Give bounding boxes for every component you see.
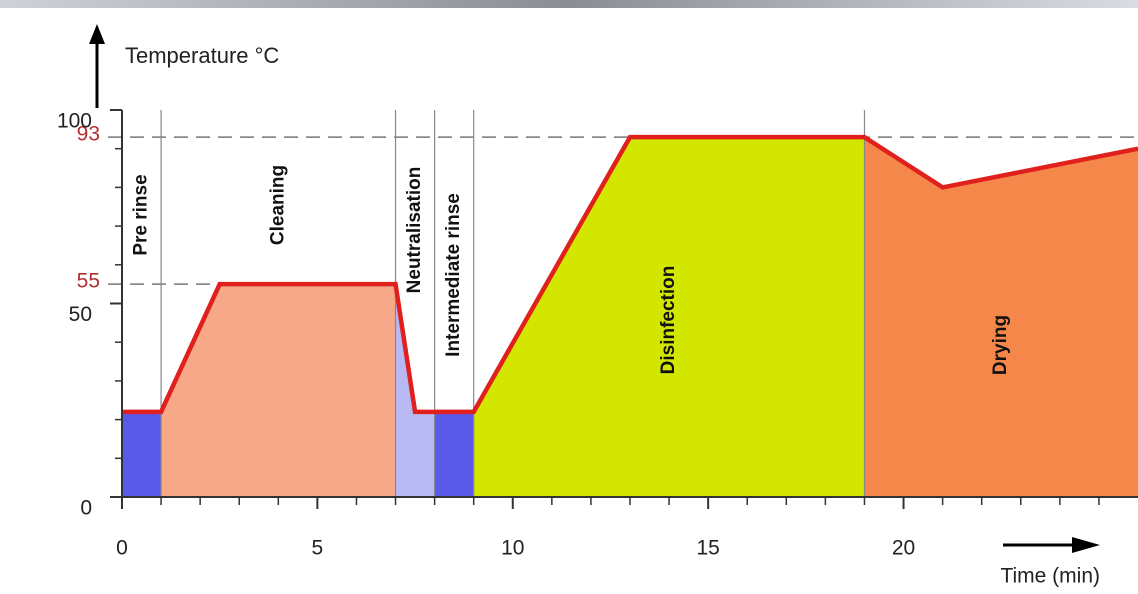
phase-label: Cleaning (267, 165, 288, 245)
x-tick-label: 15 (696, 537, 719, 560)
y-arrow-head (89, 24, 105, 44)
x-tick-label: 5 (312, 537, 324, 560)
reference-label: 93 (77, 123, 100, 146)
phase-label: Neutralisation (404, 167, 425, 294)
x-tick-label: 20 (892, 537, 915, 560)
x-tick-label: 10 (501, 537, 524, 560)
phase-label: Drying (990, 315, 1011, 375)
temperature-curve (122, 134, 1138, 415)
reference-label: 55 (77, 270, 100, 293)
phase-area (122, 411, 162, 497)
lines (110, 109, 1138, 509)
y-tick-label: 100 (57, 110, 92, 133)
phase-area (864, 137, 1138, 497)
x-axis-label: Time (min) (1000, 565, 1100, 588)
y-tick-label: 50 (69, 303, 92, 326)
phase-label: Disinfection (658, 266, 679, 375)
y-axis-label: Temperature °C (125, 43, 279, 68)
phase-area (395, 284, 435, 497)
x-arrow-head (1072, 537, 1100, 553)
texts: Temperature °C Time (min) 93 55 Pre rinse C… (57, 43, 1100, 588)
x-tick-label: 0 (116, 537, 128, 560)
top-band (0, 0, 1138, 8)
phase-area (434, 411, 474, 497)
phase-area (161, 284, 396, 497)
phase-label: Pre rinse (131, 174, 152, 255)
phase-area (473, 137, 865, 497)
phase-label: Intermediate rinse (443, 193, 464, 357)
fills (108, 136, 1138, 497)
y-tick-label: 0 (80, 497, 92, 520)
